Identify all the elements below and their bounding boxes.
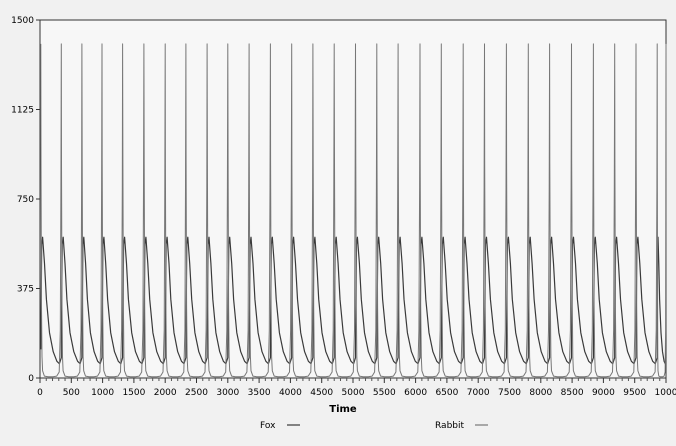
x-tick-label: 3000	[216, 388, 239, 398]
x-tick-label: 8000	[529, 388, 552, 398]
y-tick-label: 0	[28, 374, 34, 384]
legend-label-fox: Fox	[260, 421, 276, 431]
x-tick-label: 6500	[435, 388, 458, 398]
x-tick-label: 3500	[248, 388, 271, 398]
x-tick-label: 7500	[498, 388, 521, 398]
series-line-rabbit	[40, 43, 667, 378]
series-layer	[40, 43, 667, 378]
x-tick-label: 1000	[91, 388, 114, 398]
x-tick-label: 7000	[467, 388, 490, 398]
x-axis-label: Time	[329, 404, 357, 415]
y-axis-ticks: 0 375 750 1125 1500	[11, 16, 40, 384]
x-tick-label: 2000	[154, 388, 177, 398]
legend: Fox Rabbit	[260, 421, 488, 431]
x-tick-label: 9500	[623, 388, 646, 398]
x-tick-label: 0	[37, 388, 43, 398]
x-tick-label: 1500	[122, 388, 145, 398]
y-tick-label: 375	[17, 285, 34, 295]
legend-label-rabbit: Rabbit	[435, 421, 464, 431]
x-tick-label: 8500	[561, 388, 584, 398]
y-tick-label: 1500	[11, 16, 34, 26]
x-tick-label: 4000	[279, 388, 302, 398]
x-tick-label: 500	[63, 388, 80, 398]
x-tick-label: 9000	[592, 388, 615, 398]
x-tick-label: 2500	[185, 388, 208, 398]
x-tick-label: 6000	[404, 388, 427, 398]
x-tick-label: 1000	[655, 388, 676, 398]
x-tick-label: 5000	[342, 388, 365, 398]
y-tick-label: 750	[17, 195, 34, 205]
y-tick-label: 1125	[11, 106, 34, 116]
x-tick-label: 4500	[310, 388, 333, 398]
series-line-fox	[40, 236, 667, 365]
x-axis-ticks: 0 500 1000 1500 2000 2500 3000 3500 4000 4500 5000…	[37, 378, 676, 398]
x-tick-label: 5500	[373, 388, 396, 398]
